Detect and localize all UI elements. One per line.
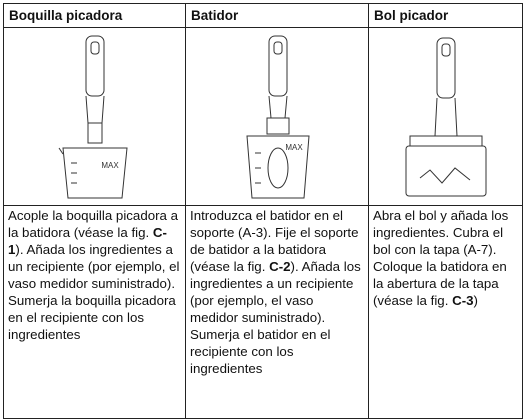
instruction-text: Acople la boquilla picadora a la batidor… (3, 205, 186, 419)
text-run: Introduzca el batidor en el soporte (A-3… (190, 208, 359, 274)
instruction-text: Abra el bol y añada los ingredientes. Cu… (368, 205, 523, 419)
cup-label: MAX (101, 161, 119, 170)
figure-reference: C-1 (8, 225, 167, 257)
figure-whisk: MAX (245, 35, 310, 199)
figure-cell (368, 27, 523, 206)
figure-chopper-nozzle: MAX (58, 35, 128, 199)
text-row: Acople la boquilla picadora a la batidor… (3, 205, 523, 419)
header-row: Boquilla picadora Batidor Bol picador (3, 3, 523, 28)
column-header: Bol picador (368, 3, 523, 28)
figure-reference: C-3 (452, 293, 474, 308)
text-run: Acople la boquilla picadora a la batidor… (8, 208, 179, 240)
text-run: ). Añada los ingredientes a un recipient… (190, 259, 361, 376)
figure-reference: C-2 (269, 259, 291, 274)
column-header: Boquilla picadora (3, 3, 186, 28)
column-header: Batidor (185, 3, 369, 28)
text-run: ) (473, 293, 478, 308)
text-run: Abra el bol y añada los ingredientes. Cu… (373, 208, 509, 308)
instruction-text: Introduzca el batidor en el soporte (A-3… (185, 205, 369, 419)
cup-label: MAX (285, 143, 303, 152)
figure-row: MAX MAX (3, 27, 523, 206)
figure-cell: MAX (185, 27, 369, 206)
instruction-table: Boquilla picadora Batidor Bol picador MA… (3, 3, 523, 419)
figure-cell: MAX (3, 27, 186, 206)
text-run: ). Añada los ingredientes a un recipient… (8, 242, 180, 342)
figure-bowl (405, 37, 486, 197)
